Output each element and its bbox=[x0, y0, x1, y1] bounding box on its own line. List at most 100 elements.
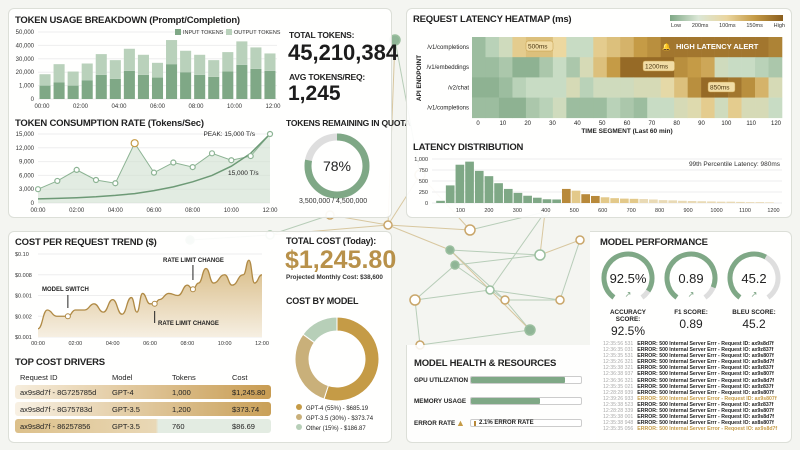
network-edge bbox=[455, 255, 540, 265]
x-tick-label: 10 bbox=[499, 121, 506, 127]
y-tick-label: 20,000 bbox=[16, 70, 35, 76]
heatmap-cell bbox=[647, 77, 661, 98]
rate-point bbox=[210, 151, 215, 156]
heatmap-cell bbox=[512, 98, 526, 119]
x-tick-label: 08:00 bbox=[180, 341, 194, 347]
log-message: ERROR: 500 Internal Server Errr - Reques… bbox=[637, 384, 773, 390]
health-title: MODEL HEALTH & RESOURCES bbox=[414, 358, 556, 369]
input-tokens-bar bbox=[194, 75, 205, 99]
latency-bar bbox=[485, 176, 494, 203]
memory-label: MEMORY USAGE bbox=[414, 398, 466, 405]
log-message: ERROR: 500 Internal Server Errr - Reques… bbox=[637, 390, 773, 396]
heatmap-cell bbox=[553, 57, 567, 77]
input-tokens-bar bbox=[110, 79, 121, 99]
heatmap-cell bbox=[755, 98, 769, 119]
heatmap-cell bbox=[755, 57, 769, 77]
log-timestamp: 12:35:35 531 bbox=[603, 353, 633, 359]
latency-bar bbox=[610, 198, 619, 203]
heatmap-cell bbox=[728, 98, 742, 119]
heatmap-cell bbox=[472, 98, 486, 119]
rate-point bbox=[55, 178, 60, 183]
network-node bbox=[556, 296, 564, 304]
output-tokens-bar bbox=[124, 49, 135, 71]
heatmap-cell bbox=[472, 77, 486, 98]
heatmap-cell bbox=[661, 98, 675, 119]
heatmap-cell bbox=[553, 98, 567, 119]
error-rate-bar: 2.1% ERROR RATE bbox=[470, 419, 582, 427]
rate-point bbox=[229, 158, 234, 163]
trend-up-icon: ↗ bbox=[688, 290, 695, 299]
latency-bar bbox=[446, 185, 455, 203]
x-tick-label: 80 bbox=[673, 121, 680, 127]
latency-bar bbox=[543, 199, 552, 203]
log-timestamp: 12:35:35 056 bbox=[603, 426, 633, 432]
cost-table-row[interactable]: ax9s8d7f - 8G75783d GPT-3.5 1,200 $373.74 bbox=[15, 402, 271, 416]
log-timestamp: 12:28:28 339 bbox=[603, 408, 633, 414]
latency-bar bbox=[436, 201, 445, 203]
cost-table-row[interactable]: ax9s8d7f - 8G725785d GPT-4 1,000 $1,245.80 bbox=[15, 385, 271, 399]
heatmap-cell bbox=[472, 37, 486, 58]
cost-by-model-title: COST BY MODEL bbox=[286, 296, 358, 306]
rate-point bbox=[248, 154, 253, 159]
total-tokens-label: TOTAL TOKENS: bbox=[289, 30, 354, 40]
header-cost: Cost bbox=[232, 373, 247, 382]
heatmap-cell bbox=[485, 77, 499, 98]
y-tick-label: $0.001 bbox=[15, 294, 32, 300]
heatmap-cell bbox=[620, 57, 634, 77]
heatmap-cell bbox=[634, 37, 648, 58]
error-rate-label: ERROR RATE bbox=[414, 420, 455, 427]
x-tick-label: 500 bbox=[570, 208, 579, 214]
log-timestamp: 12:36:36 321 bbox=[603, 378, 633, 384]
y-tick-label: 0 bbox=[31, 97, 35, 103]
x-tick-label: 0 bbox=[476, 121, 480, 127]
x-tick-label: 700 bbox=[627, 208, 636, 214]
total-cost-label: TOTAL COST (Today): bbox=[286, 236, 376, 246]
cost-cell: $373.74 bbox=[232, 405, 259, 414]
output-tokens-bar bbox=[152, 63, 163, 78]
top-cost-title: TOP COST DRIVERS bbox=[15, 357, 105, 368]
cost-cell: GPT-3.5 bbox=[112, 422, 140, 431]
trend-up-icon: ↗ bbox=[625, 290, 632, 299]
heatmap-cell bbox=[499, 77, 513, 98]
heatmap-cell bbox=[769, 98, 783, 119]
heatmap-cell bbox=[728, 57, 742, 77]
error-log[interactable]: 12:35:56 531 ERROR: 500 Internal Server E… bbox=[603, 341, 777, 432]
x-tick-label: 02:00 bbox=[69, 208, 85, 214]
network-node bbox=[501, 296, 509, 304]
latency-dist-title: LATENCY DISTRIBUTION bbox=[413, 142, 523, 153]
rate-point bbox=[36, 187, 41, 192]
heatmap-cell bbox=[647, 37, 661, 58]
heatmap-cell bbox=[701, 57, 715, 77]
heatmap-cell bbox=[593, 37, 607, 58]
error-rate-value: 2.1% ERROR RATE bbox=[479, 420, 534, 426]
input-tokens-bar bbox=[54, 82, 65, 99]
log-message: ERROR: 500 Internal Server Errr - Reques… bbox=[637, 402, 773, 408]
y-tick-label: 1,000 bbox=[414, 157, 428, 163]
network-edge bbox=[540, 240, 580, 255]
log-timestamp: 12:39:26 933 bbox=[603, 396, 633, 402]
heatmap-cell bbox=[742, 77, 756, 98]
donut-legend-item: GPT-3.5 (30%) - $373.74 bbox=[296, 414, 373, 424]
cost-cell: ax9s8d7f - 8G725785d bbox=[20, 388, 96, 397]
output-tokens-bar bbox=[264, 53, 275, 70]
heatmap-cell bbox=[674, 57, 688, 77]
cost-cell: 1,200 bbox=[172, 405, 191, 414]
cost-table-row[interactable]: ax9s8d7f - 86257856 GPT-3.5 760 $86.69 bbox=[15, 419, 271, 433]
log-message: ERROR: 500 Internal Server Errr - Reques… bbox=[637, 359, 774, 365]
gauge-score: 0.89 bbox=[660, 317, 722, 331]
heatmap-cell bbox=[674, 98, 688, 119]
donut-slice bbox=[295, 334, 328, 399]
legend-text: GPT-3.5 (30%) - $373.74 bbox=[306, 416, 373, 422]
y-tick-label: 40,000 bbox=[16, 43, 35, 49]
heatmap-cell bbox=[742, 57, 756, 77]
output-tokens-bar bbox=[180, 51, 191, 72]
heatmap-cell bbox=[539, 57, 553, 77]
x-axis-title: TIME SEGMENT (Last 60 min) bbox=[581, 128, 672, 135]
network-node bbox=[486, 286, 494, 294]
output-tokens-bar bbox=[82, 63, 93, 80]
gauge-score: 92.5% bbox=[597, 324, 659, 338]
log-timestamp: 12:36:38 937 bbox=[603, 371, 633, 377]
heatmap-cell bbox=[607, 77, 621, 98]
avg-tokens-label: AVG TOKENS/REQ: bbox=[289, 72, 365, 82]
input-tokens-bar bbox=[82, 80, 93, 99]
